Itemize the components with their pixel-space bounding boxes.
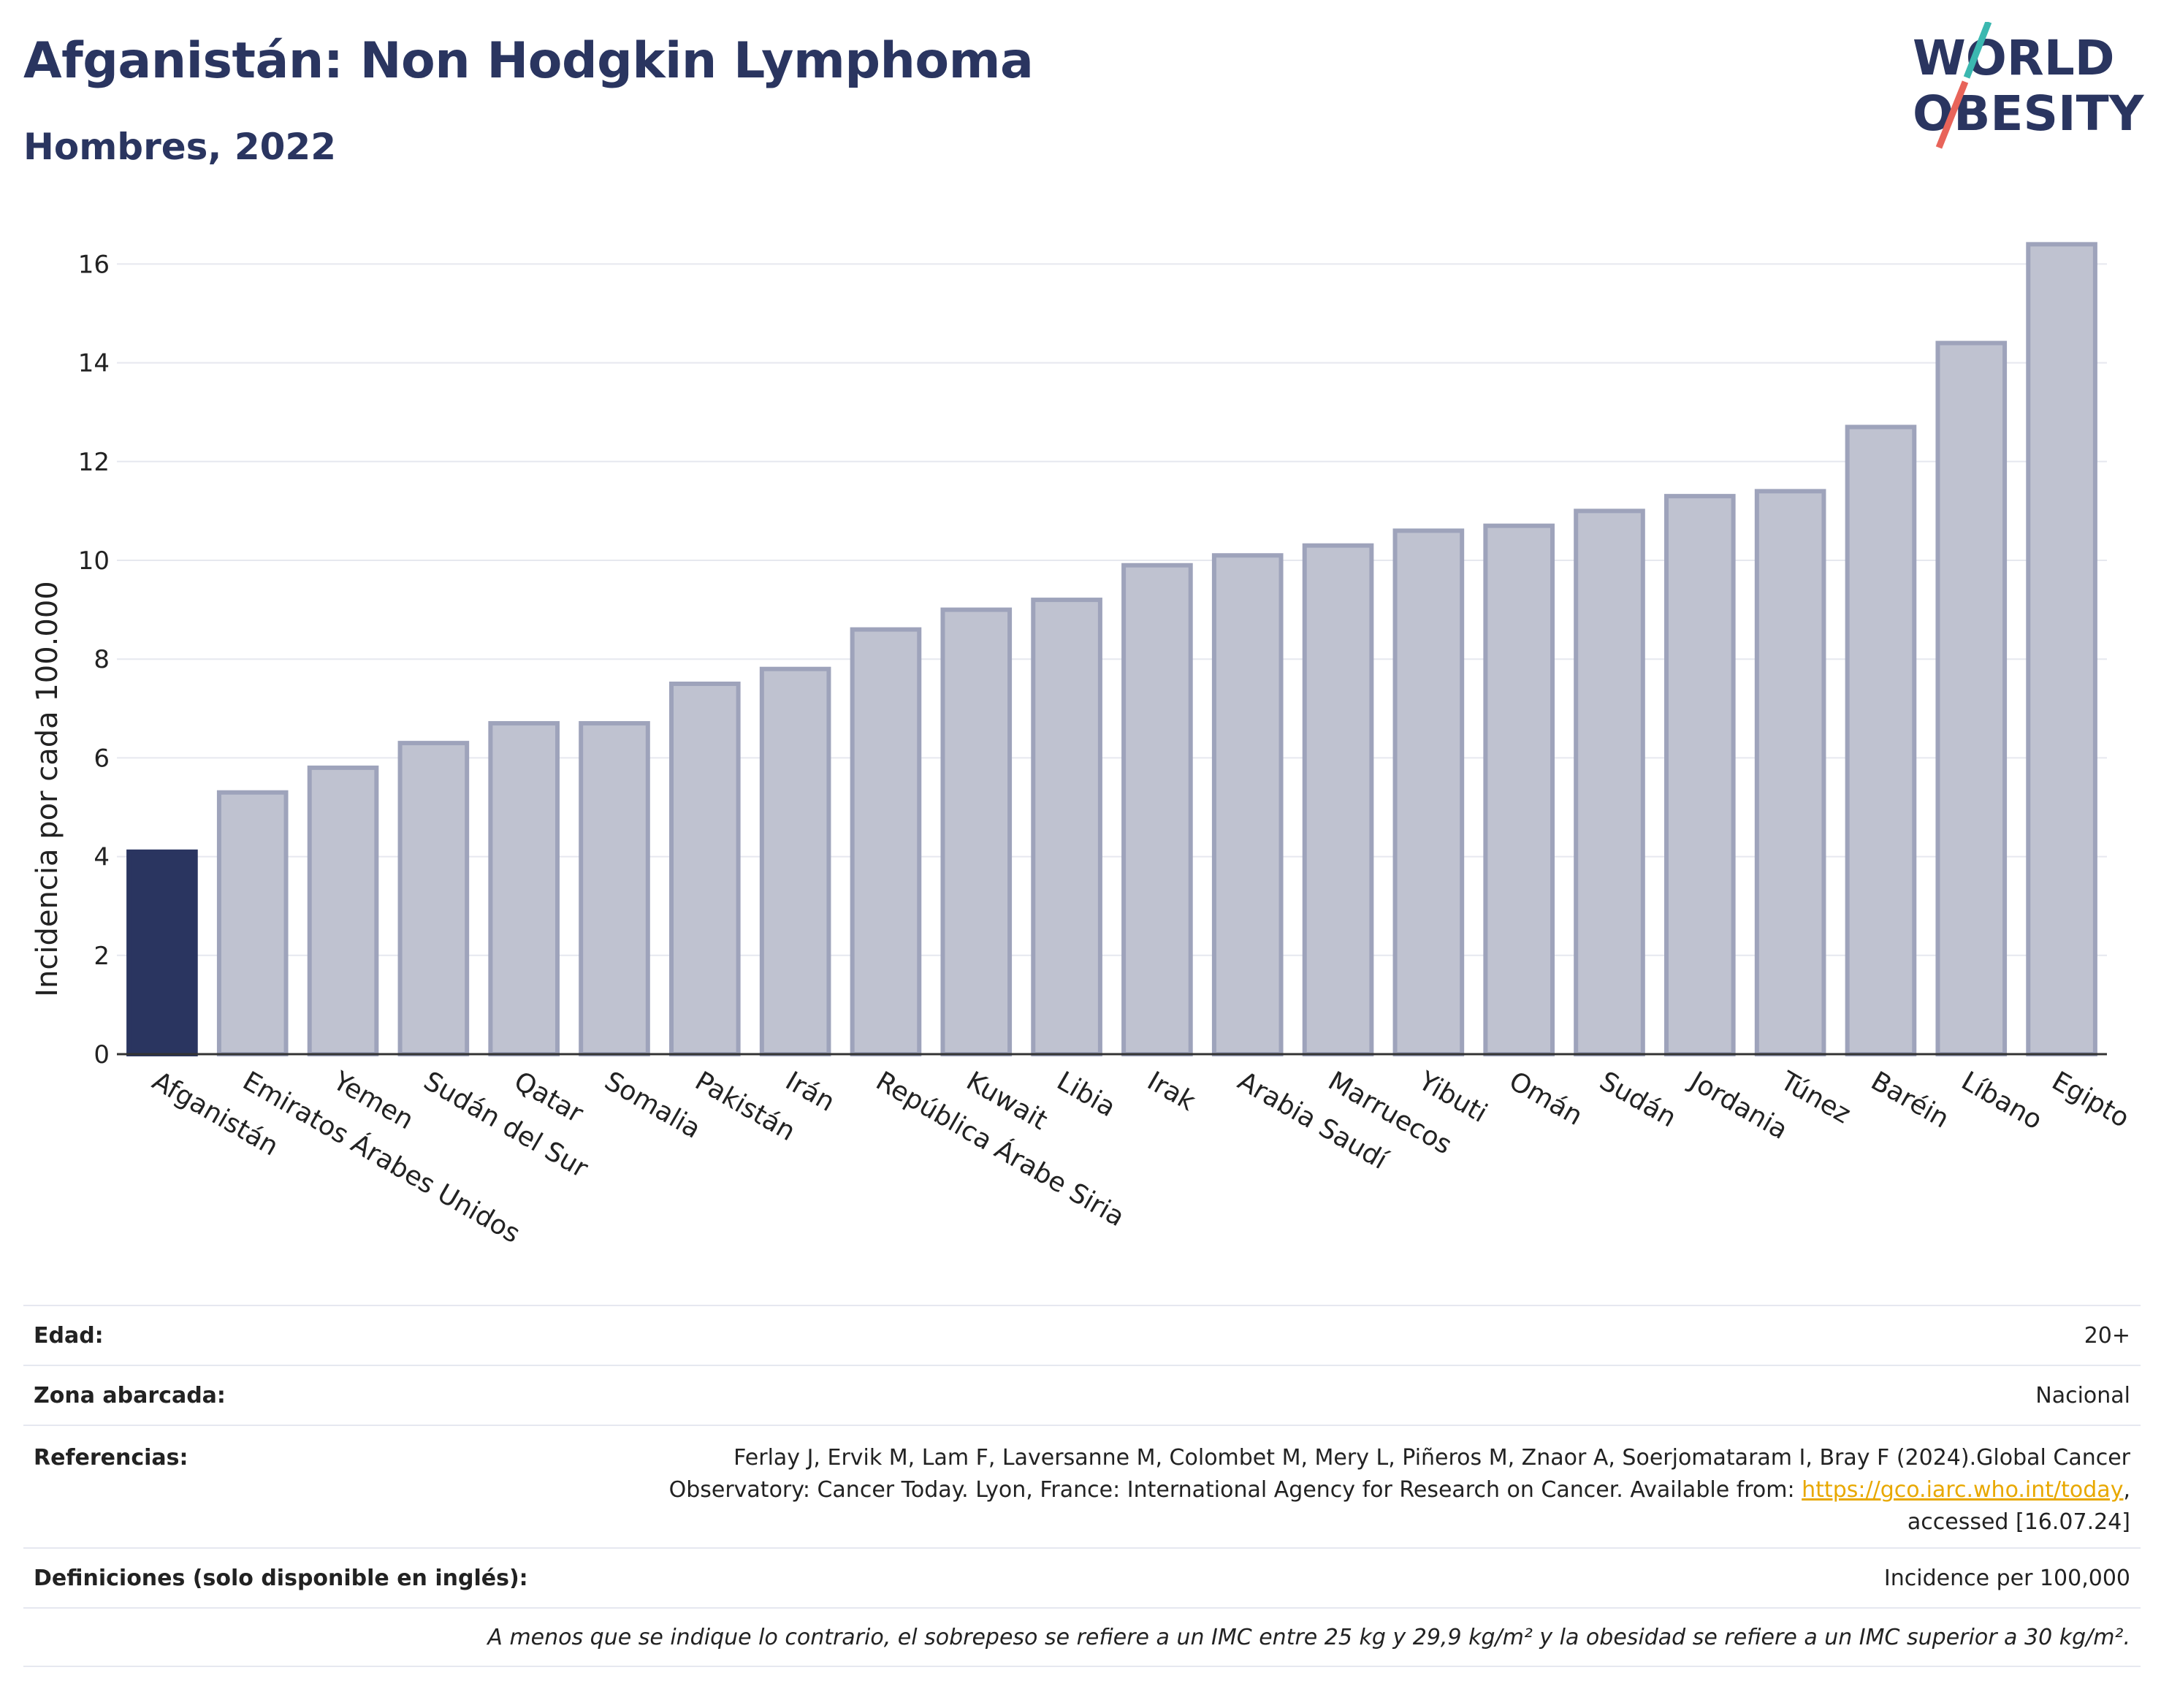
bar: [126, 849, 198, 1056]
info-row-references: Referencias: Ferlay J, Ervik M, Lam F, L…: [23, 1425, 2141, 1547]
y-tick-label: 2: [94, 942, 110, 971]
logo-slash-top: [1963, 22, 1992, 79]
info-row-age: Edad: 20+: [23, 1305, 2141, 1365]
bar: [1031, 598, 1102, 1056]
x-tick-label: Baréin: [1866, 1066, 1954, 1134]
references-value: Ferlay J, Ervik M, Lam F, Laversanne M, …: [669, 1442, 2130, 1539]
bar: [1845, 424, 1917, 1056]
world-obesity-logo: WORLD OBESITY: [1913, 22, 2145, 149]
definitions-value: Incidence per 100,000: [1883, 1565, 2130, 1591]
age-value: 20+: [2084, 1322, 2130, 1349]
chart-subtitle: Hombres, 2022: [23, 126, 336, 168]
bar: [1211, 553, 1284, 1056]
bar: [216, 790, 289, 1056]
area-label: Zona abarcada:: [34, 1382, 226, 1408]
bar: [579, 721, 650, 1057]
x-tick-label: Sudán: [1595, 1066, 1682, 1133]
y-tick-label: 10: [78, 546, 110, 576]
logo-slash-bottom: [1935, 80, 1969, 149]
y-tick-label: 0: [94, 1040, 110, 1070]
y-tick-label: 14: [78, 349, 110, 378]
y-tick-label: 16: [78, 250, 110, 279]
bar: [669, 682, 741, 1056]
y-tick-label: 4: [94, 843, 110, 872]
x-tick-label: Pakistán: [690, 1066, 800, 1147]
x-tick-label: Irán: [780, 1066, 839, 1118]
bar: [1483, 523, 1555, 1056]
bar: [307, 765, 379, 1057]
bar: [1392, 528, 1465, 1056]
reference-line-1: Ferlay J, Ervik M, Lam F, Laversanne M, …: [733, 1445, 2130, 1471]
bar: [1754, 489, 1826, 1056]
bars: [126, 242, 2097, 1057]
y-tick-label: 8: [94, 645, 110, 674]
bar: [488, 721, 560, 1057]
reference-link[interactable]: https://gco.iarc.who.int/today: [1802, 1477, 2124, 1503]
x-tick-label: Líbano: [1956, 1066, 2047, 1135]
info-row-note: A menos que se indique lo contrario, el …: [23, 1607, 2141, 1667]
x-tick-label: Libia: [1052, 1066, 1121, 1123]
area-value: Nacional: [2035, 1382, 2130, 1408]
y-tick-label: 6: [94, 744, 110, 773]
chart-title: Afganistán: Non Hodgkin Lymphoma: [23, 32, 1034, 90]
bar: [940, 607, 1013, 1056]
age-label: Edad:: [34, 1322, 104, 1349]
y-tick-label: 12: [78, 448, 110, 477]
info-row-area: Zona abarcada: Nacional: [23, 1365, 2141, 1425]
bar: [759, 666, 831, 1056]
reference-line-3: accessed [16.07.24]: [1907, 1509, 2130, 1535]
info-row-definitions: Definiciones (solo disponible en inglés)…: [23, 1547, 2141, 1607]
reference-line-2-end: ,: [2123, 1477, 2130, 1503]
y-axis-title: Incidencia por cada 100.000: [31, 581, 64, 997]
y-axis-ticks: 0 2 4 6 8 10 12 14 16: [78, 250, 110, 1070]
obesity-note: A menos que se indique lo contrario, el …: [487, 1624, 2130, 1650]
info-table: Edad: 20+ Zona abarcada: Nacional Refere…: [23, 1305, 2141, 1667]
x-tick-label: Arabia Saudí: [1232, 1066, 1392, 1175]
definitions-label: Definiciones (solo disponible en inglés)…: [34, 1565, 528, 1591]
reference-line-2: Observatory: Cancer Today. Lyon, France:…: [668, 1477, 1802, 1503]
x-tick-label: Irak: [1142, 1066, 1200, 1117]
bar: [1664, 494, 1736, 1056]
bar: [850, 627, 922, 1056]
x-tick-label: Somalia: [600, 1066, 706, 1145]
x-tick-label: Omán: [1504, 1066, 1588, 1132]
bar: [1302, 543, 1374, 1056]
x-tick-label: Jordania: [1684, 1065, 1793, 1145]
x-tick-label: Egipto: [2047, 1066, 2135, 1134]
bar: [2026, 242, 2097, 1056]
bar: [1935, 340, 2008, 1056]
logo-line-1: WORLD: [1913, 30, 2115, 86]
bar: [1574, 508, 1645, 1056]
bar: [397, 741, 470, 1056]
references-label: Referencias:: [34, 1445, 188, 1471]
bar: [1121, 563, 1193, 1056]
